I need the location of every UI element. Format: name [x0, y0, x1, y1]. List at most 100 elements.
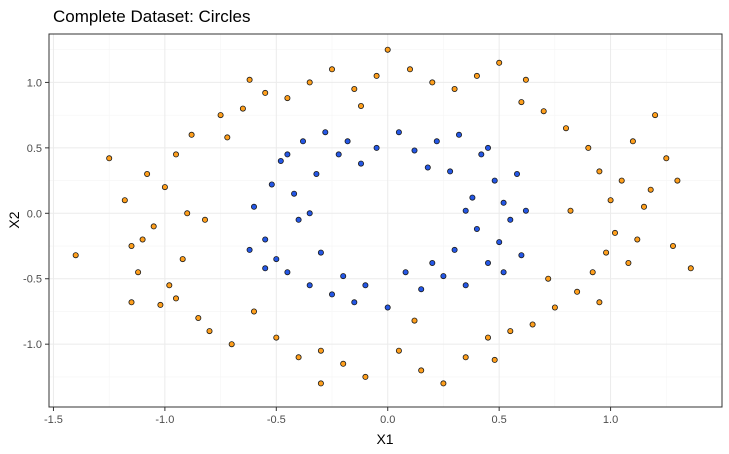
outer-ring-point [317, 380, 324, 387]
inner-ring-point [514, 170, 521, 177]
outer-ring-point [652, 112, 659, 119]
outer-ring-point [567, 207, 574, 214]
x-tick-label: 1.0 [603, 414, 618, 426]
outer-ring-point [563, 125, 570, 132]
outer-ring-point [618, 177, 625, 184]
outer-ring-point [351, 86, 358, 93]
plot-panel [49, 34, 722, 407]
inner-ring-point [262, 265, 269, 272]
outer-ring-point [625, 259, 632, 266]
inner-ring-point [507, 216, 514, 223]
inner-ring-point [291, 190, 298, 197]
outer-ring-point [128, 242, 135, 249]
y-axis-title: X2 [6, 211, 22, 228]
y-tick-label: 1.0 [27, 77, 42, 89]
outer-ring-point [206, 328, 213, 335]
outer-ring-point [201, 216, 208, 223]
inner-ring-point [411, 147, 418, 154]
inner-ring-point [440, 273, 447, 280]
inner-ring-point [496, 239, 503, 246]
outer-ring-point [172, 295, 179, 302]
outer-ring-point [545, 275, 552, 282]
axis-ticks: -1.5 -1.0 -0.5 0.0 0.5 1.0 -1.0 -0.5 0.0 0.5 1.0 [23, 77, 618, 426]
inner-ring-point [433, 138, 440, 145]
outer-ring-point [195, 314, 202, 321]
outer-ring-point [72, 252, 79, 259]
outer-ring-point [473, 72, 480, 79]
inner-ring-point [418, 286, 425, 293]
outer-ring-point [411, 317, 418, 324]
outer-ring-point [328, 66, 335, 73]
inner-ring-point [357, 160, 364, 167]
outer-ring-point [484, 334, 491, 341]
inner-ring-point [373, 144, 380, 151]
data-points [72, 46, 694, 387]
inner-ring-point [484, 259, 491, 266]
inner-ring-point [424, 164, 431, 171]
outer-ring-point [357, 103, 364, 110]
outer-ring-point [596, 168, 603, 175]
inner-ring-point [395, 129, 402, 136]
y-tick-label: -0.5 [23, 274, 42, 286]
outer-ring-point [166, 282, 173, 289]
outer-ring-point [384, 46, 391, 53]
outer-ring-point [184, 210, 191, 217]
inner-ring-point [500, 199, 507, 206]
inner-ring-point [317, 249, 324, 256]
outer-ring-point [188, 131, 195, 138]
outer-ring-point [179, 256, 186, 263]
inner-ring-point [262, 236, 269, 243]
y-tick-label: 0.0 [27, 208, 42, 220]
outer-ring-point [362, 373, 369, 380]
inner-ring-point [284, 269, 291, 276]
inner-ring-point [268, 181, 275, 188]
outer-ring-point [507, 328, 514, 335]
outer-ring-point [612, 229, 619, 236]
outer-ring-point [574, 288, 581, 295]
inner-ring-point [250, 203, 257, 210]
outer-ring-point [540, 108, 547, 115]
outer-ring-point [224, 134, 231, 141]
outer-ring-point [228, 341, 235, 348]
inner-ring-point [299, 138, 306, 145]
inner-ring-point [455, 131, 462, 138]
outer-ring-point [262, 89, 269, 96]
outer-ring-point [239, 105, 246, 112]
inner-ring-point [478, 151, 485, 158]
outer-ring-point [144, 170, 151, 177]
outer-ring-point [395, 347, 402, 354]
outer-ring-point [295, 354, 302, 361]
outer-ring-point [340, 360, 347, 367]
outer-ring-point [670, 242, 677, 249]
outer-ring-point [406, 66, 413, 73]
outer-ring-point [250, 308, 257, 315]
x-tick-label: -0.5 [267, 414, 286, 426]
inner-ring-point [322, 129, 329, 136]
outer-ring-point [273, 334, 280, 341]
x-tick-label: -1.0 [155, 414, 174, 426]
y-tick-label: -1.0 [23, 339, 42, 351]
outer-ring-point [596, 299, 603, 306]
outer-ring-point [128, 299, 135, 306]
outer-ring-point [429, 79, 436, 86]
inner-ring-point [351, 299, 358, 306]
outer-ring-point [317, 347, 324, 354]
outer-ring-point [121, 197, 128, 204]
outer-ring-point [306, 79, 313, 86]
outer-ring-point [106, 155, 113, 162]
outer-ring-point [518, 99, 525, 106]
outer-ring-point [641, 203, 648, 210]
inner-ring-point [335, 151, 342, 158]
outer-ring-point [451, 86, 458, 93]
inner-ring-point [384, 304, 391, 311]
outer-ring-point [139, 236, 146, 243]
gridlines [49, 34, 722, 407]
inner-ring-point [402, 269, 409, 276]
outer-ring-point [246, 76, 253, 83]
outer-ring-point [157, 301, 164, 308]
inner-ring-point [340, 273, 347, 280]
outer-ring-point [529, 321, 536, 328]
inner-ring-point [462, 207, 469, 214]
inner-ring-point [306, 282, 313, 289]
inner-ring-point [295, 216, 302, 223]
